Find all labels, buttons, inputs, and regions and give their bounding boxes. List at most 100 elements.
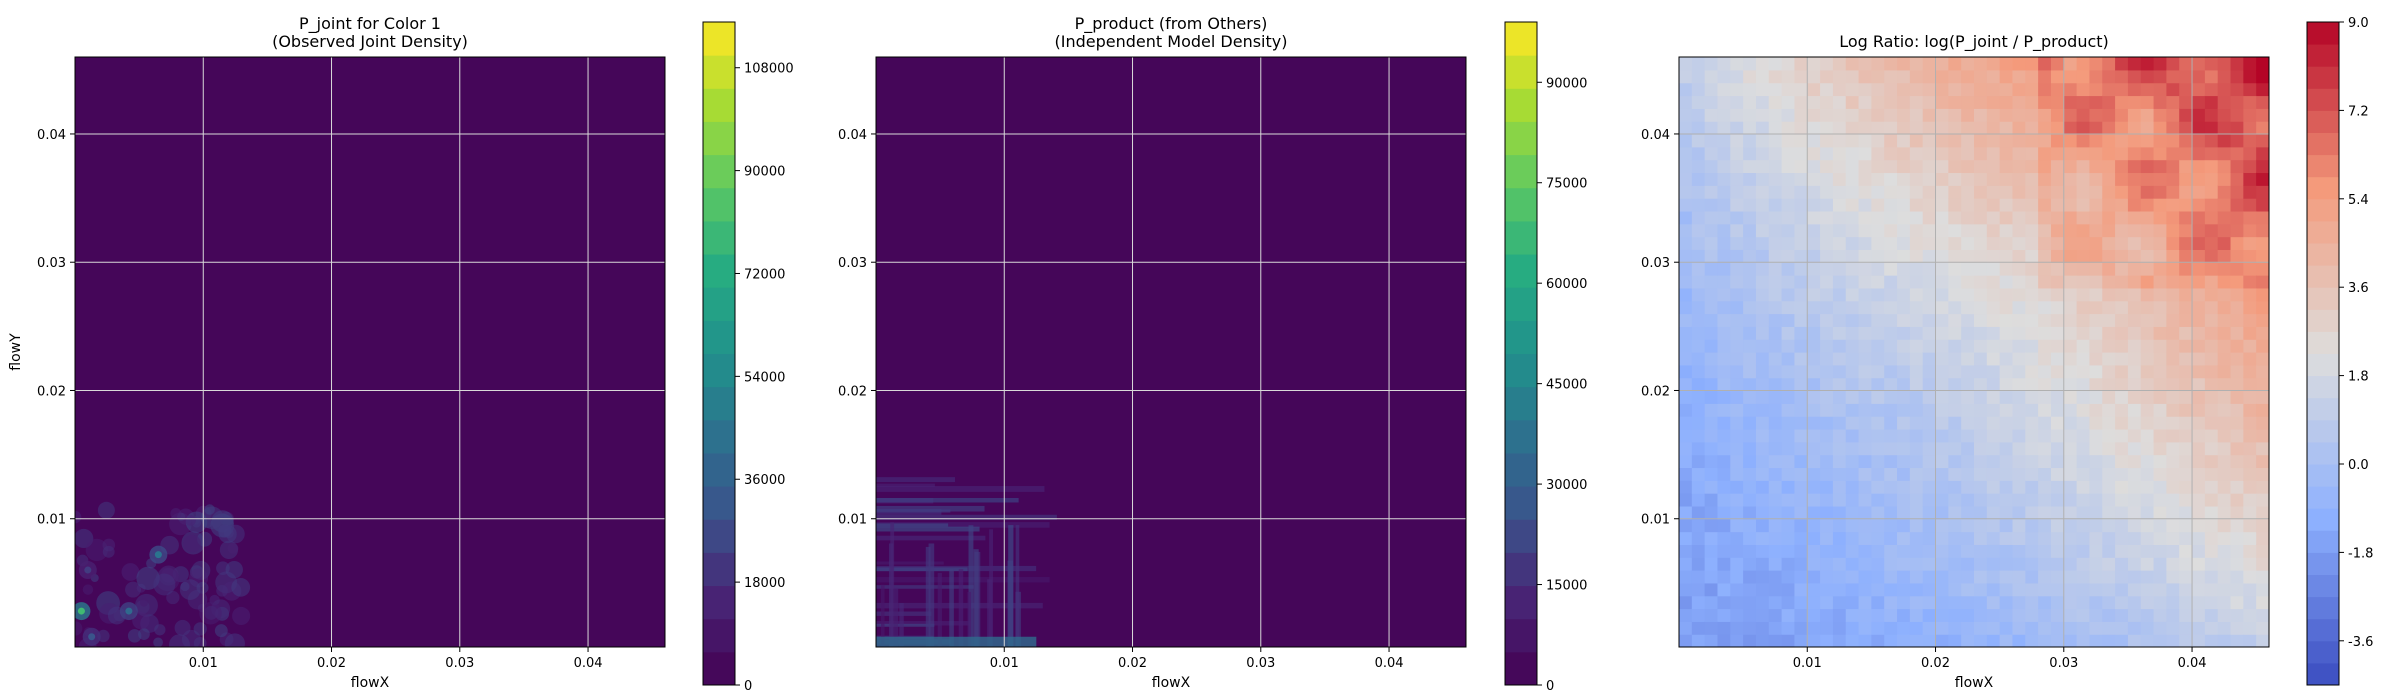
ratio-cell <box>2217 608 2232 622</box>
ratio-cell <box>1909 621 1924 635</box>
ratio-cell <box>2076 82 2091 97</box>
ratio-cell <box>2217 544 2232 558</box>
ratio-cell <box>1858 133 1872 148</box>
ratio-cell <box>2102 275 2116 289</box>
ratio-cell <box>2102 69 2116 84</box>
ratio-cell <box>1691 390 1706 404</box>
ratio-cell <box>1691 57 1706 71</box>
ratio-cell <box>2166 531 2180 545</box>
ratio-cell <box>1935 441 1949 456</box>
ratio-cell <box>1961 223 1975 238</box>
colorbar-band <box>2307 552 2339 575</box>
ratio-cell <box>1755 249 1770 263</box>
ratio-cell <box>1884 531 1898 545</box>
ratio-cell <box>1961 390 1975 404</box>
ratio-cell <box>1781 249 1796 263</box>
ratio-cell <box>1717 467 1731 481</box>
ratio-cell <box>1986 544 2001 558</box>
ratio-cell <box>1858 608 1872 622</box>
ratio-cell <box>1986 390 2001 404</box>
ratio-cell <box>2076 634 2091 647</box>
ratio-cell <box>2230 108 2244 122</box>
ratio-cell <box>2243 287 2257 302</box>
ratio-cell <box>2050 198 2065 212</box>
ratio-cell <box>1704 313 1719 327</box>
colorbar-band <box>1505 419 1537 454</box>
ratio-cell <box>2127 441 2142 456</box>
ratio-cell <box>1794 95 1808 109</box>
ratio-cell <box>1845 95 1860 109</box>
ratio-cell <box>1717 57 1731 71</box>
ratio-cell <box>1909 416 1924 430</box>
ratio-cell <box>2012 377 2026 392</box>
ratio-cell <box>2050 634 2065 647</box>
ratio-cell <box>1922 185 1937 199</box>
ratio-cell <box>1922 236 1937 250</box>
ratio-cell <box>2166 377 2180 392</box>
ratio-cell <box>2127 352 2142 366</box>
ratio-cell <box>1948 480 1962 494</box>
ratio-cell <box>1743 121 1757 135</box>
ratio-cell <box>1845 557 1860 571</box>
density-band <box>876 497 1019 503</box>
ratio-cell <box>2243 377 2257 392</box>
ratio-cell <box>2012 236 2026 250</box>
ratio-cell <box>2063 236 2078 250</box>
ratio-cell <box>1704 262 1719 276</box>
ratio-cell <box>1974 57 1988 71</box>
ratio-cell <box>1704 480 1719 494</box>
ratio-cell <box>2012 223 2026 238</box>
ratio-cell <box>1961 364 1975 379</box>
ratio-cell <box>2025 364 2039 379</box>
ratio-cell <box>2076 608 2091 622</box>
ratio-cell <box>1717 313 1731 327</box>
ratio-cell <box>1832 531 1847 545</box>
ratio-cell <box>1845 121 1860 135</box>
ratio-cell <box>2038 57 2052 71</box>
ratio-cell <box>1986 454 2001 469</box>
ratio-cell <box>2012 582 2026 597</box>
ratio-cell <box>1743 390 1757 404</box>
y-tick-label: 0.03 <box>37 256 66 271</box>
ratio-cell <box>2063 595 2078 610</box>
ratio-cell <box>2230 480 2244 494</box>
ratio-cell <box>1781 133 1796 148</box>
ratio-cell <box>2102 390 2116 404</box>
ratio-cell <box>1679 249 1693 263</box>
ratio-cell <box>1935 428 1949 443</box>
ratio-cell <box>1845 275 1860 289</box>
ratio-cell <box>2192 287 2206 302</box>
ratio-cell <box>1743 493 1757 507</box>
ratio-cell <box>2115 505 2129 520</box>
ratio-cell <box>1820 82 1834 97</box>
ratio-cell <box>1743 518 1757 533</box>
ratio-cell <box>2140 441 2155 456</box>
ratio-cell <box>2025 428 2039 443</box>
ratio-cell <box>2063 223 2078 238</box>
ratio-cell <box>1820 287 1834 302</box>
ratio-cell <box>1794 634 1808 647</box>
ratio-cell <box>2127 249 2142 263</box>
ratio-cell <box>2012 198 2026 212</box>
ratio-cell <box>1897 172 1911 186</box>
ratio-cell <box>1897 262 1911 276</box>
ratio-cell <box>1948 377 1962 392</box>
y-axis-label: flowY <box>8 333 24 371</box>
ratio-cell <box>1781 634 1796 647</box>
ratio-cell <box>1897 557 1911 571</box>
ratio-cell <box>1999 390 2014 404</box>
ratio-cell <box>1704 377 1719 392</box>
ratio-cell <box>2153 262 2167 276</box>
ratio-cell <box>1961 108 1975 122</box>
ratio-cell <box>1986 364 2001 379</box>
ratio-cell <box>2256 159 2269 174</box>
x-tick-label: 0.03 <box>1246 656 1275 671</box>
ratio-cell <box>2256 364 2269 379</box>
ratio-cell <box>1691 326 1706 340</box>
ratio-cell <box>2127 223 2142 238</box>
ratio-cell <box>1986 108 2001 122</box>
ratio-cell <box>2192 480 2206 494</box>
ratio-cell <box>1755 210 1770 225</box>
ratio-cell <box>1897 608 1911 622</box>
ratio-cell <box>1768 531 1783 545</box>
